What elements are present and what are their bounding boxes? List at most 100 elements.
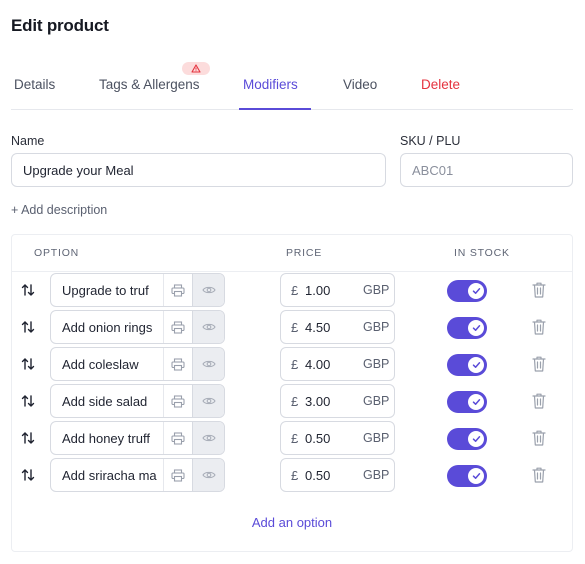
currency-code: GBP — [363, 320, 390, 334]
table-row: Add coleslaw £ 4.00 GBP — [12, 346, 572, 383]
visibility-toggle[interactable] — [192, 348, 224, 380]
eye-icon — [202, 434, 216, 442]
currency-symbol: £ — [291, 393, 299, 409]
tab-details[interactable]: Details — [14, 77, 56, 92]
price-input[interactable]: £ 4.50 GBP — [280, 310, 395, 344]
tab-delete[interactable]: Delete — [421, 77, 461, 92]
reorder-arrows-icon[interactable] — [20, 467, 36, 483]
trash-icon[interactable] — [531, 281, 547, 299]
table-row: Upgrade to truf £ 1.00 GBP — [12, 272, 572, 309]
printer-icon — [171, 468, 185, 482]
trash-icon[interactable] — [531, 392, 547, 410]
currency-symbol: £ — [291, 430, 299, 446]
table-row: Add onion rings £ 4.50 GBP — [12, 309, 572, 346]
eye-icon — [202, 471, 216, 479]
option-name-input[interactable]: Add honey truff — [50, 421, 225, 455]
name-input[interactable]: Upgrade your Meal — [11, 153, 386, 187]
currency-symbol: £ — [291, 282, 299, 298]
print-toggle[interactable] — [162, 348, 193, 380]
option-name[interactable]: Add honey truff — [62, 430, 150, 446]
price-value: 3.00 — [305, 393, 331, 409]
in-stock-toggle[interactable] — [447, 465, 487, 487]
option-name-input[interactable]: Add sriracha ma — [50, 458, 225, 492]
currency-symbol: £ — [291, 356, 299, 372]
warning-badge — [182, 62, 210, 75]
print-toggle[interactable] — [162, 459, 193, 491]
reorder-arrows-icon[interactable] — [20, 319, 36, 335]
trash-icon[interactable] — [531, 429, 547, 447]
print-toggle[interactable] — [162, 385, 193, 417]
print-toggle[interactable] — [162, 274, 193, 306]
table-header: OPTION PRICE IN STOCK — [12, 235, 572, 272]
in-stock-toggle[interactable] — [447, 280, 487, 302]
reorder-arrows-icon[interactable] — [20, 393, 36, 409]
add-option-button[interactable]: Add an option — [251, 515, 333, 530]
print-toggle[interactable] — [162, 311, 193, 343]
visibility-toggle[interactable] — [192, 459, 224, 491]
price-column-header: PRICE — [286, 247, 323, 259]
option-name[interactable]: Upgrade to truf — [62, 282, 149, 298]
option-name[interactable]: Add sriracha ma — [62, 467, 157, 483]
option-name-input[interactable]: Add side salad — [50, 384, 225, 418]
option-name-input[interactable]: Upgrade to truf — [50, 273, 225, 307]
reorder-arrows-icon[interactable] — [20, 282, 36, 298]
price-value: 4.50 — [305, 319, 331, 335]
in-stock-toggle[interactable] — [447, 317, 487, 339]
toggle-knob — [468, 320, 484, 336]
print-toggle[interactable] — [162, 422, 193, 454]
reorder-arrows-icon[interactable] — [20, 356, 36, 372]
price-input[interactable]: £ 4.00 GBP — [280, 347, 395, 381]
page-title: Edit product — [11, 16, 109, 35]
toggle-knob — [468, 283, 484, 299]
in-stock-column-header: IN STOCK — [454, 247, 510, 259]
visibility-toggle[interactable] — [192, 422, 224, 454]
printer-icon — [171, 394, 185, 408]
tab-video[interactable]: Video — [343, 77, 378, 92]
price-input[interactable]: £ 0.50 GBP — [280, 421, 395, 455]
name-input-value: Upgrade your Meal — [23, 162, 134, 178]
printer-icon — [171, 357, 185, 371]
check-icon — [472, 362, 480, 368]
tab-bar: Details Tags & Allergens Modifiers Video… — [11, 62, 573, 110]
currency-code: GBP — [363, 468, 390, 482]
in-stock-toggle[interactable] — [447, 428, 487, 450]
add-description-link[interactable]: + Add description — [11, 203, 108, 217]
price-input[interactable]: £ 3.00 GBP — [280, 384, 395, 418]
tab-modifiers[interactable]: Modifiers — [243, 77, 298, 92]
price-value: 4.00 — [305, 356, 331, 372]
trash-icon[interactable] — [531, 318, 547, 336]
printer-icon — [171, 283, 185, 297]
in-stock-toggle[interactable] — [447, 391, 487, 413]
visibility-toggle[interactable] — [192, 311, 224, 343]
visibility-toggle[interactable] — [192, 274, 224, 306]
option-name-input[interactable]: Add coleslaw — [50, 347, 225, 381]
price-value: 0.50 — [305, 430, 331, 446]
in-stock-toggle[interactable] — [447, 354, 487, 376]
reorder-arrows-icon[interactable] — [20, 430, 36, 446]
tab-tags-allergens[interactable]: Tags & Allergens — [99, 77, 200, 92]
option-name-input[interactable]: Add onion rings — [50, 310, 225, 344]
eye-icon — [202, 360, 216, 368]
trash-icon[interactable] — [531, 355, 547, 373]
eye-icon — [202, 397, 216, 405]
check-icon — [472, 436, 480, 442]
sku-label: SKU / PLU — [400, 134, 461, 148]
check-icon — [472, 399, 480, 405]
visibility-toggle[interactable] — [192, 385, 224, 417]
name-label: Name — [11, 134, 45, 148]
price-value: 1.00 — [305, 282, 331, 298]
price-input[interactable]: £ 0.50 GBP — [280, 458, 395, 492]
sku-input-placeholder: ABC01 — [412, 162, 454, 178]
price-input[interactable]: £ 1.00 GBP — [280, 273, 395, 307]
eye-icon — [202, 286, 216, 294]
active-tab-indicator — [239, 108, 311, 110]
currency-code: GBP — [363, 394, 390, 408]
trash-icon[interactable] — [531, 466, 547, 484]
option-name[interactable]: Add coleslaw — [62, 356, 139, 372]
option-name[interactable]: Add onion rings — [62, 319, 153, 335]
check-icon — [472, 288, 480, 294]
toggle-knob — [468, 468, 484, 484]
option-column-header: OPTION — [34, 247, 80, 259]
sku-input[interactable]: ABC01 — [400, 153, 573, 187]
option-name[interactable]: Add side salad — [62, 393, 148, 409]
